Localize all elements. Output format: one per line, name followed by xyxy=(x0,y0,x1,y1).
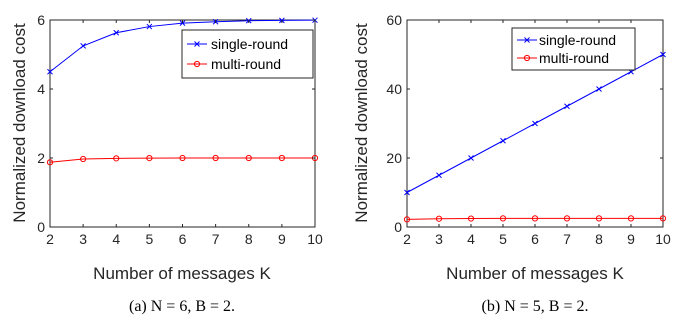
x-tick-label: 5 xyxy=(145,231,153,247)
x-tick-label: 4 xyxy=(112,231,120,247)
data-point-multi-round xyxy=(659,215,667,222)
x-tick-label: 8 xyxy=(245,231,253,247)
x-tick-label: 5 xyxy=(499,231,507,247)
legend-marker-multi-round xyxy=(523,54,531,62)
legend: single-round multi-round xyxy=(511,27,636,71)
y-tick-label: 0 xyxy=(394,219,402,235)
data-point-multi-round xyxy=(563,215,571,222)
x-axis-label: Number of messages K xyxy=(446,264,624,283)
x-axis-label: Number of messages K xyxy=(93,264,271,283)
x-tick-label: 7 xyxy=(212,231,220,247)
data-point-multi-round xyxy=(179,154,186,162)
y-tick-label: 2 xyxy=(37,150,45,166)
x-tick-label: 3 xyxy=(435,231,443,247)
y-axis-label: Normalized download cost xyxy=(10,23,29,223)
data-point-single-round xyxy=(436,172,442,179)
data-point-multi-round xyxy=(113,155,120,162)
x-tick-label: 2 xyxy=(46,231,54,247)
x-tick-label: 6 xyxy=(179,231,187,247)
y-tick-label: 0 xyxy=(37,219,45,235)
x-tick-label: 9 xyxy=(627,231,635,247)
caption: (a) N = 6, B = 2. xyxy=(129,298,235,315)
data-point-single-round xyxy=(179,20,186,26)
legend-marker-multi-round xyxy=(193,60,201,68)
data-point-single-round xyxy=(532,120,538,127)
data-point-multi-round xyxy=(627,215,635,222)
y-axis-label: Normalized download cost xyxy=(352,23,371,223)
data-point-multi-round xyxy=(278,154,285,162)
data-point-multi-round xyxy=(212,154,219,162)
y-tick-label: 6 xyxy=(37,12,45,28)
data-point-multi-round xyxy=(146,155,153,162)
data-point-multi-round xyxy=(245,154,252,162)
data-point-multi-round xyxy=(435,215,443,222)
data-point-multi-round xyxy=(80,155,87,163)
data-point-multi-round xyxy=(531,215,539,222)
x-tick-label: 10 xyxy=(307,231,323,247)
legend: single-round multi-round xyxy=(181,29,314,79)
series-line-multi-round xyxy=(49,157,315,163)
data-point-multi-round xyxy=(46,159,54,166)
caption: (b) N = 5, B = 2. xyxy=(482,298,589,315)
legend-label-multi-round: multi-round xyxy=(211,56,281,72)
data-point-single-round xyxy=(80,43,86,49)
data-point-single-round xyxy=(404,189,410,196)
data-point-single-round xyxy=(468,155,474,161)
legend-box xyxy=(181,29,314,79)
data-point-single-round xyxy=(500,137,506,144)
y-tick-label: 4 xyxy=(37,81,45,97)
legend-label-single-round: single-round xyxy=(211,36,288,52)
series-line-multi-round xyxy=(406,217,663,220)
data-point-single-round xyxy=(47,68,53,75)
data-point-multi-round xyxy=(595,215,603,222)
legend-marker-single-round xyxy=(194,41,200,47)
x-tick-label: 8 xyxy=(595,231,603,247)
x-tick-label: 2 xyxy=(403,231,411,247)
x-tick-label: 7 xyxy=(563,231,571,247)
y-tick-label: 20 xyxy=(386,150,402,166)
data-point-multi-round xyxy=(403,216,411,223)
legend-label-single-round: single-round xyxy=(539,32,616,48)
data-point-single-round xyxy=(660,51,666,58)
x-tick-label: 9 xyxy=(278,231,286,247)
y-tick-label: 40 xyxy=(386,81,402,97)
y-tick-label: 60 xyxy=(386,12,402,28)
legend-box xyxy=(511,27,636,71)
x-tick-label: 10 xyxy=(655,231,671,247)
x-tick-label: 6 xyxy=(531,231,539,247)
data-point-single-round xyxy=(146,23,153,30)
data-point-multi-round xyxy=(467,215,475,222)
data-point-single-round xyxy=(564,103,570,110)
chart-b: 2 3 4 5 6 7 8 9 10 0 20 40 60 single-round multi-rou… xyxy=(352,12,671,315)
legend-marker-single-round xyxy=(524,37,530,43)
x-tick-label: 4 xyxy=(467,231,475,247)
legend-label-multi-round: multi-round xyxy=(539,50,609,66)
x-tick-label: 3 xyxy=(79,231,87,247)
data-point-single-round xyxy=(596,86,602,92)
data-point-multi-round xyxy=(499,215,507,222)
data-point-single-round xyxy=(113,29,120,36)
